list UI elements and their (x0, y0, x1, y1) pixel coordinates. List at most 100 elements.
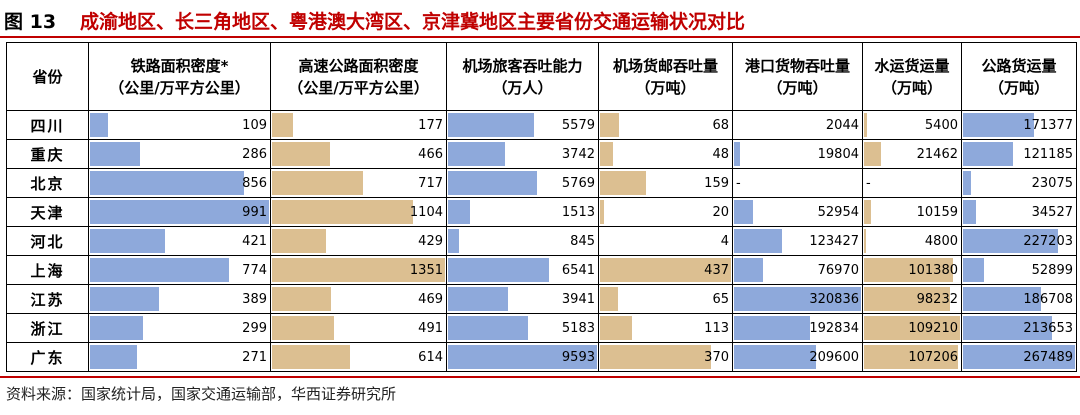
data-value: 213653 (1023, 320, 1073, 336)
data-bar (272, 229, 326, 253)
data-cell: 320836 (732, 284, 863, 314)
transport-comparison-table: 省份 铁路面积密度* （公里/万平方公里） 高速公路面积密度 （公里/万平方公里） 机场… (6, 42, 1077, 372)
data-cell: 68 (598, 110, 733, 140)
data-value: 107206 (908, 349, 958, 365)
data-value: 177 (418, 117, 443, 133)
data-value: 466 (418, 146, 443, 162)
province-cell: 北京 (6, 168, 89, 198)
data-cell: 3742 (446, 139, 599, 169)
data-cell: - (732, 168, 863, 198)
data-bar (963, 316, 1053, 340)
column-header-7: 公路货运量 （万吨） (961, 42, 1077, 111)
data-value: 320836 (809, 291, 859, 307)
data-cell: 171377 (961, 110, 1077, 140)
data-value: 20 (712, 204, 729, 220)
province-cell: 天津 (6, 197, 89, 227)
data-value: 5769 (561, 175, 595, 191)
data-value: 121185 (1023, 146, 1073, 162)
data-cell: 6541 (446, 255, 599, 285)
data-bar (90, 200, 269, 224)
data-cell: 20 (598, 197, 733, 227)
data-bar (864, 316, 960, 340)
data-cell: 5769 (446, 168, 599, 198)
data-cell: 991 (88, 197, 271, 227)
data-cell: 5183 (446, 313, 599, 343)
data-bar (272, 258, 445, 282)
column-header-name: 水运货运量 (874, 56, 950, 75)
province-cell: 浙江 (6, 313, 89, 343)
data-value: 109 (242, 117, 267, 133)
data-bar (272, 316, 334, 340)
column-header-name: 机场货邮吞吐量 (612, 56, 718, 75)
data-bar (90, 258, 230, 282)
table-row: 河北 421 429 845 4 123427 4800 227203 (6, 226, 1077, 256)
data-cell: 491 (270, 313, 447, 343)
data-value: 171377 (1023, 117, 1073, 133)
data-value: 491 (418, 320, 443, 336)
data-value: 23075 (1031, 175, 1073, 191)
data-value-missing: - (736, 175, 741, 191)
data-cell: 614 (270, 342, 447, 372)
table-row: 广东 271 614 9593 370 209600 107206 267489 (6, 342, 1077, 372)
data-cell: 774 (88, 255, 271, 285)
data-value: 192834 (809, 320, 859, 336)
data-value: 6541 (561, 262, 595, 278)
data-bar (864, 258, 953, 282)
data-value: 5400 (924, 117, 958, 133)
data-bar (963, 171, 971, 195)
data-cell: 123427 (732, 226, 863, 256)
data-cell: - (862, 168, 962, 198)
figure-title-bar: 图 13 成渝地区、长三角地区、粤港澳大湾区、京津冀地区主要省份交通运输状况对比 (0, 0, 1080, 38)
data-bar (448, 229, 460, 253)
data-value: 48 (712, 146, 729, 162)
data-cell: 1104 (270, 197, 447, 227)
data-value: 4 (720, 233, 729, 249)
column-header-name: 机场旅客吞吐能力 (462, 56, 583, 75)
data-value: 209600 (809, 349, 859, 365)
data-bar (864, 345, 959, 369)
data-cell: 65 (598, 284, 733, 314)
data-value: 421 (242, 233, 267, 249)
data-value: 271 (242, 349, 267, 365)
province-cell: 重庆 (6, 139, 89, 169)
data-bar (864, 287, 951, 311)
data-cell: 437 (598, 255, 733, 285)
data-value: 123427 (809, 233, 859, 249)
data-cell: 286 (88, 139, 271, 169)
data-bar (963, 287, 1041, 311)
data-value: 65 (712, 291, 729, 307)
data-value: 3742 (561, 146, 595, 162)
data-value: 3941 (561, 291, 595, 307)
data-value: 429 (418, 233, 443, 249)
column-header-5: 港口货物吞吐量 （万吨） (732, 42, 863, 111)
data-cell: 52899 (961, 255, 1077, 285)
table-row: 天津 991 1104 1513 20 52954 10159 34527 (6, 197, 1077, 227)
data-cell: 1513 (446, 197, 599, 227)
column-header-unit: （公里/万平方公里） (288, 78, 429, 97)
data-cell: 421 (88, 226, 271, 256)
data-value: 1104 (409, 204, 443, 220)
table-row: 重庆 286 466 3742 48 19804 21462 121185 (6, 139, 1077, 169)
data-value: 717 (418, 175, 443, 191)
data-value: 52954 (817, 204, 859, 220)
data-value: 10159 (916, 204, 958, 220)
data-cell: 5400 (862, 110, 962, 140)
column-header-unit: （万人） (492, 78, 553, 97)
data-cell: 76970 (732, 255, 863, 285)
table-row: 上海 774 1351 6541 437 76970 101380 52899 (6, 255, 1077, 285)
data-bar (963, 345, 1075, 369)
data-cell: 121185 (961, 139, 1077, 169)
data-value: 159 (704, 175, 729, 191)
data-value: 52899 (1031, 262, 1073, 278)
data-cell: 109210 (862, 313, 962, 343)
data-bar (448, 142, 505, 166)
column-header-name: 高速公路面积密度 (298, 56, 419, 75)
data-value: 267489 (1023, 349, 1073, 365)
data-bar (734, 142, 740, 166)
data-cell: 469 (270, 284, 447, 314)
data-value-missing: - (866, 175, 871, 191)
data-bar (600, 287, 618, 311)
data-cell: 2044 (732, 110, 863, 140)
data-cell: 5579 (446, 110, 599, 140)
data-bar (963, 200, 976, 224)
